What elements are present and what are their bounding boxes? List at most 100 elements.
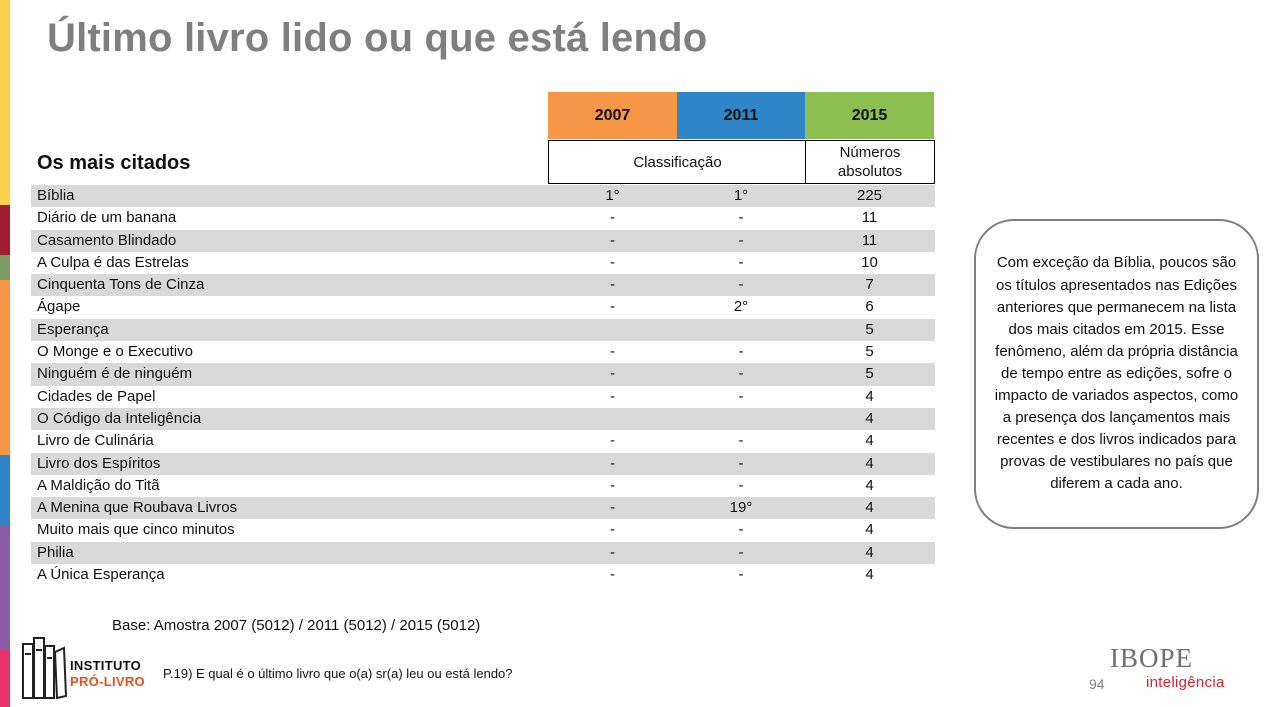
book-title-cell: A Única Esperança [37,566,165,584]
cell-2007: - [610,276,615,294]
cell-2015: 11 [861,231,878,249]
cell-2011: - [738,432,744,450]
cell-2011: 19° [729,499,753,517]
section-heading: Os mais citados [37,152,191,174]
page-number: 94 [1089,676,1105,692]
cell-2007: 1° [605,187,620,204]
cell-2015: 4 [865,543,874,561]
book-title-cell: Cinquenta Tons de Cinza [37,276,205,294]
table-row: Bíblia 1° 1° 225 [31,185,935,208]
table-row: Ágape - 2° 6 [31,296,935,318]
book-title-cell: Ágape [37,298,81,316]
absolute-numbers-header: Números absolutos [805,140,935,184]
cell-2011: - [738,454,744,472]
cell-2011: - [738,365,744,383]
cell-2007: - [610,343,615,361]
table-row: A Menina que Roubava Livros - 19° 4 [31,497,935,520]
table-row: Muito mais que cinco minutos - - 4 [31,519,935,541]
cell-2011: - [738,343,744,361]
cell-2007: - [610,566,615,584]
cell-2015: 6 [865,298,874,316]
cell-2007: - [610,253,615,271]
year-header-2007: 2007 [548,92,677,139]
cell-2015: 4 [865,476,874,494]
book-title-cell: Muito mais que cinco minutos [37,521,235,539]
table-row: O Código da Inteligência 4 [31,407,935,431]
absolute-numbers-label: Números absolutos [837,144,903,180]
cell-2007: - [610,521,615,539]
cell-2007: - [610,365,615,383]
book-title-cell: Cidades de Papel [37,387,156,405]
cell-2011: - [738,253,744,271]
book-title-cell: O Código da Inteligência [37,409,202,427]
ibope-wordmark: IBOPE [1110,643,1194,673]
cell-2011: - [738,476,744,494]
table-row: O Monge e o Executivo - - 5 [31,341,935,363]
book-title-cell: A Menina que Roubava Livros [37,499,238,517]
cell-2015: 4 [865,409,874,427]
book-title-cell: A Maldição do Titã [37,476,160,494]
cell-2015: 5 [865,320,874,338]
table-row: Livro dos Espíritos - - 4 [31,452,935,475]
cell-2015: 10 [861,253,878,271]
table-row: Cidades de Papel - - 4 [31,386,935,408]
left-color-strip [0,0,10,707]
books-table: Bíblia 1° 1° 225 Diário de um banana - -11 Casa… [31,185,935,586]
cell-2007: - [610,231,615,249]
book-title-cell: Livro dos Espíritos [37,454,161,472]
cell-2011: - [738,387,744,405]
book-title-cell: O Monge e o Executivo [37,343,193,361]
classification-header: Classificação [548,140,806,184]
page-title: Último livro lido ou que está lendo [47,16,708,60]
year-header-2011: 2011 [677,92,805,139]
logo-line-2: PRÓ-LIVRO [70,674,145,689]
cell-2007: - [610,543,615,561]
cell-2015: 5 [865,365,874,383]
cell-2011: - [738,543,744,561]
cell-2011: 2° [733,298,749,316]
book-title-cell: Esperança [37,320,109,338]
callout-box: Com exceção da Bíblia, poucos são os tít… [974,219,1259,529]
cell-2015: 4 [865,499,874,517]
cell-2007: - [610,432,615,450]
cell-2015: 225 [856,187,883,204]
cell-2007: - [610,387,615,405]
cell-2011: - [738,209,744,227]
book-title-cell: Ninguém é de ninguém [37,365,193,383]
cell-2011: - [738,276,744,294]
year-header-2015: 2015 [805,92,934,139]
ibope-logo: IBOPE inteligência [1110,644,1225,691]
table-row: A Maldição do Titã - - 4 [31,475,935,497]
base-note: Base: Amostra 2007 (5012) / 2011 (5012) … [112,617,481,634]
book-title-cell: A Culpa é das Estrelas [37,253,189,271]
cell-2015: 7 [865,276,874,294]
book-title-cell: Casamento Blindado [37,231,177,249]
cell-2007: - [610,454,615,472]
cell-2007: - [610,209,615,227]
book-title-cell: Philia [37,543,74,561]
cell-2015: 4 [865,566,874,584]
table-row: Cinquenta Tons de Cinza - - 7 [31,274,935,297]
cell-2015: 4 [865,454,874,472]
cell-2015: 11 [861,209,878,227]
table-row: Philia - - 4 [31,541,935,565]
cell-2007: - [610,298,615,316]
cell-2011: 1° [733,187,749,204]
cell-2011: - [738,521,744,539]
cell-2015: 5 [865,343,874,361]
cell-2007: - [610,476,615,494]
cell-2015: 4 [865,387,874,405]
table-row: Ninguém é de ninguém - - 5 [31,363,935,386]
cell-2011: - [738,566,744,584]
book-title-cell: Bíblia [37,187,75,204]
table-row: Casamento Blindado - - 11 [31,229,935,252]
book-title-cell: Livro de Culinária [37,432,154,450]
cell-2011: - [738,231,744,249]
table-row: A Culpa é das Estrelas - - 10 [31,252,935,274]
cell-2007: - [610,499,615,517]
table-row: A Única Esperança - - 4 [31,564,935,586]
book-title-cell: Diário de um banana [37,209,177,227]
table-row: Esperança 5 [31,318,935,342]
ibope-subtitle: inteligência [1146,674,1225,691]
table-row: Livro de Culinária - - 4 [31,430,935,452]
